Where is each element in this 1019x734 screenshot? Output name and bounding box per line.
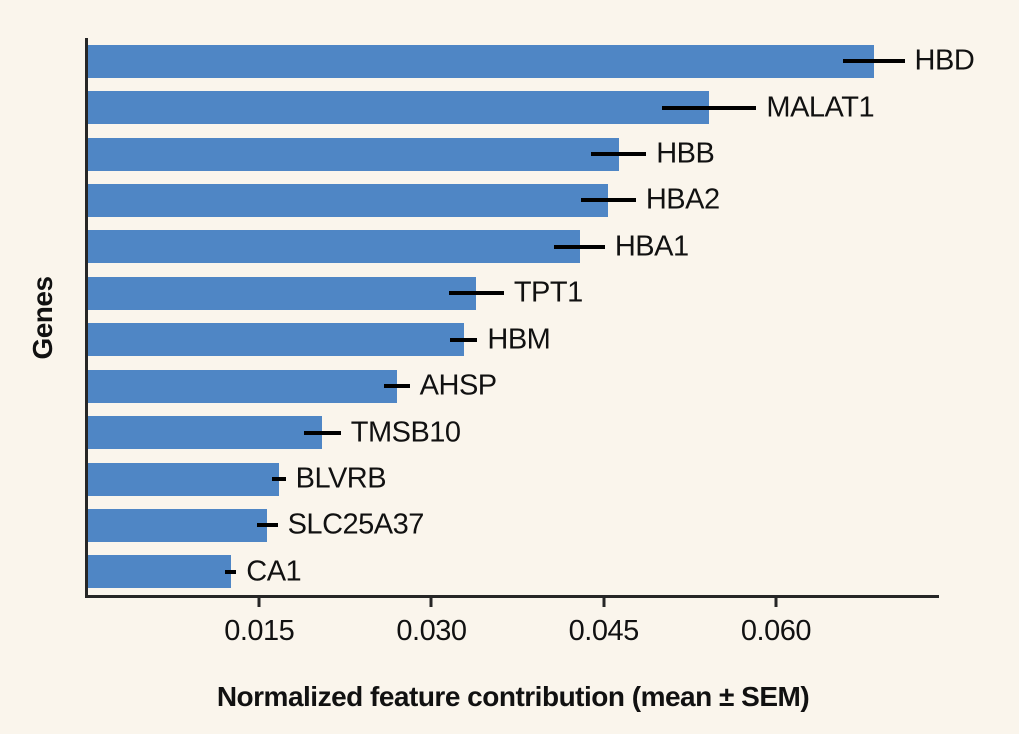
bar-row: HBD — [87, 38, 975, 84]
error-bar — [554, 244, 605, 249]
bar — [87, 555, 231, 589]
x-tick-mark — [429, 598, 433, 607]
bar — [87, 91, 710, 125]
x-tick-label: 0.030 — [396, 615, 467, 647]
x-axis-ticks: 0.015 0.030 0.045 0.060 — [87, 595, 939, 655]
bar — [87, 44, 874, 78]
bar-label: HBD — [914, 44, 975, 77]
bar-label: TMSB10 — [350, 416, 461, 449]
bar — [87, 230, 580, 264]
error-bar — [448, 291, 504, 296]
plot-area: HBD MALAT1 HBB HBA2 HBA1 TPT1 HBM AHSP TMSB10 BLV… — [85, 38, 975, 598]
error-bar — [224, 569, 237, 574]
bar-label: AHSP — [419, 369, 497, 402]
bar-label: HBA1 — [614, 230, 689, 263]
y-axis-spine — [85, 38, 88, 595]
error-bar — [591, 152, 647, 157]
bar-rows-container: HBD MALAT1 HBB HBA2 HBA1 TPT1 HBM AHSP TMSB10 BLV… — [87, 38, 975, 595]
bar-row: AHSP — [87, 363, 939, 409]
bar-label: HBB — [656, 137, 715, 170]
bar — [87, 276, 477, 310]
x-tick-label: 0.045 — [568, 615, 640, 647]
bar — [87, 183, 609, 217]
bar-row: CA1 — [87, 549, 939, 595]
bar-row: HBM — [87, 317, 939, 363]
bar-row: TMSB10 — [87, 409, 939, 455]
bar — [87, 323, 464, 357]
error-bar — [842, 59, 905, 64]
error-bar — [256, 523, 278, 528]
bar-row: TPT1 — [87, 270, 939, 316]
bar-label: SLC25A37 — [287, 508, 425, 541]
bar-label: BLVRB — [295, 462, 387, 495]
x-tick-mark — [257, 598, 261, 607]
bar-label: TPT1 — [513, 276, 583, 309]
x-tick-label: 0.015 — [224, 615, 295, 647]
bar-row: HBA1 — [87, 224, 939, 270]
x-axis-spine — [85, 595, 939, 598]
error-bar — [271, 477, 286, 481]
bar — [87, 416, 323, 450]
bar — [87, 369, 398, 403]
x-tick-mark — [602, 598, 606, 607]
bar-label: HBA2 — [645, 183, 720, 216]
bar — [87, 508, 268, 542]
bar-row: HBA2 — [87, 177, 939, 223]
error-bar — [580, 198, 636, 203]
y-axis-label: Genes — [27, 276, 58, 360]
bar-label: CA1 — [246, 555, 302, 588]
bar-row: MALAT1 — [87, 84, 939, 130]
x-tick-label: 0.060 — [740, 615, 812, 647]
error-bar — [384, 384, 410, 389]
error-bar — [304, 430, 341, 435]
x-axis-label: Normalized feature contribution (mean ± … — [216, 681, 810, 712]
bar-row: HBB — [87, 131, 939, 177]
bar-label: MALAT1 — [766, 91, 875, 124]
bar — [87, 462, 279, 496]
bar-label: HBM — [487, 323, 551, 356]
bar-row: SLC25A37 — [87, 502, 939, 548]
bar — [87, 137, 619, 171]
error-bar — [662, 105, 757, 110]
error-bar — [449, 337, 478, 342]
x-tick-mark — [774, 598, 778, 607]
bar-row: BLVRB — [87, 456, 939, 502]
